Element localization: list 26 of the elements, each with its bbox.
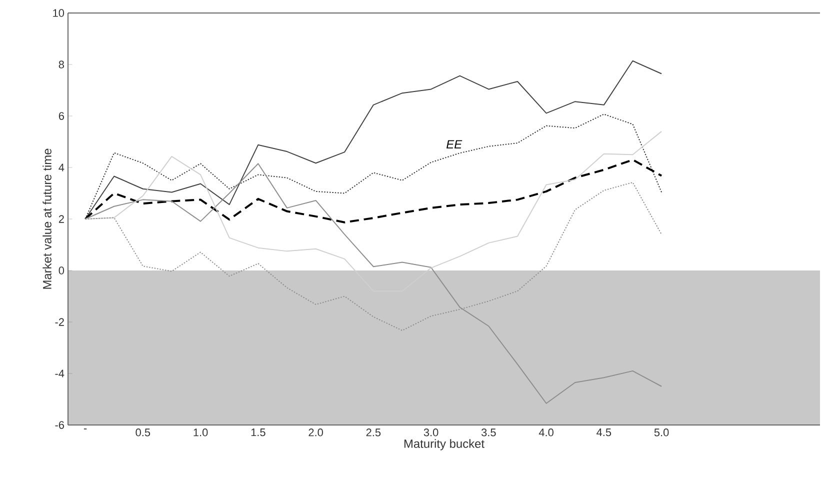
x-tick-label: 2.5 — [366, 428, 381, 436]
x-tick-label: 0.5 — [136, 428, 150, 436]
x-tick-label: 1.0 — [194, 428, 208, 436]
x-tick-label: - — [84, 428, 87, 430]
x-tick-label: 4.0 — [538, 428, 554, 436]
y-tick-label: 4 — [58, 164, 64, 172]
y-tick-label: 8 — [58, 60, 64, 68]
y-tick-label: -6 — [55, 421, 64, 429]
x-tick-label: 4.5 — [596, 428, 612, 436]
x-tick-label: 1.5 — [251, 428, 266, 436]
y-tick-label: 6 — [58, 112, 64, 120]
x-tick-label: 3.5 — [481, 428, 496, 436]
annotation: EE — [446, 140, 462, 148]
y-tick-label: 0 — [58, 266, 64, 274]
y-tick-label: 10 — [53, 9, 64, 17]
line-series — [84, 60, 662, 220]
y-axis-title: Market value at future time — [42, 148, 52, 289]
y-tick-label: -2 — [55, 318, 64, 326]
x-axis-title: Maturity bucket — [404, 439, 484, 450]
x-tick-label: 5.0 — [654, 428, 669, 436]
y-tick-label: 2 — [58, 215, 64, 223]
line-series — [84, 158, 663, 224]
y-tick-label: -4 — [55, 370, 64, 378]
x-tick-label: 3.0 — [424, 428, 438, 436]
x-tick-label: 2.0 — [308, 428, 323, 436]
line-series — [84, 114, 662, 220]
